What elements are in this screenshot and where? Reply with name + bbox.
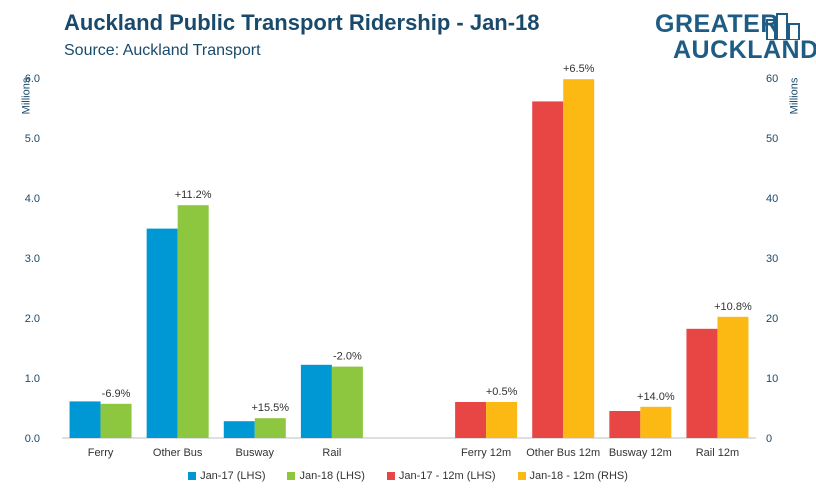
y-tick-left-label: 3.0 — [25, 253, 40, 265]
bar — [331, 366, 363, 438]
y-tick-left-label: 4.0 — [25, 193, 40, 205]
x-tick-label: Ferry — [88, 447, 114, 459]
bar-data-label: +14.0% — [637, 391, 675, 403]
legend-label: Jan-17 - 12m (LHS) — [398, 470, 496, 482]
chart-title: Auckland Public Transport Ridership - Ja… — [64, 10, 540, 35]
legend-swatch — [287, 472, 296, 480]
legend-item: Jan-17 - 12m (LHS) — [386, 470, 496, 482]
legend-item: Jan-18 (LHS) — [287, 470, 365, 482]
x-tick-label: Busway 12m — [609, 447, 672, 459]
bar — [300, 364, 332, 438]
bar-data-label: +0.5% — [486, 386, 518, 398]
y-tick-left-label: 6.0 — [25, 73, 40, 85]
bar — [223, 421, 255, 438]
bar-data-label: -2.0% — [333, 351, 362, 363]
greater-auckland-logo: GREATER AUCKLAND — [655, 10, 816, 65]
bar — [563, 79, 595, 438]
bar-data-label: -6.9% — [102, 388, 131, 400]
legend-item: Jan-17 (LHS) — [188, 470, 265, 482]
legend-swatch — [386, 472, 395, 480]
bar — [177, 205, 209, 438]
y-tick-left-label: 0.0 — [25, 433, 40, 445]
x-tick-label: Ferry 12m — [461, 447, 511, 459]
y-tick-right-label: 30 — [766, 253, 778, 265]
bar — [640, 406, 672, 438]
y-tick-right-label: 10 — [766, 373, 778, 385]
x-tick-label: Rail — [322, 447, 341, 459]
bar — [146, 228, 178, 438]
legend-label: Jan-18 (LHS) — [299, 470, 365, 482]
bar — [717, 316, 749, 438]
bar — [486, 402, 518, 438]
logo-line1: GREATER — [655, 10, 779, 38]
y-tick-left-label: 2.0 — [25, 313, 40, 325]
bar — [455, 402, 487, 438]
y-tick-left-label: 1.0 — [25, 373, 40, 385]
logo-line2: AUCKLAND — [673, 36, 816, 64]
y-tick-right-label: 0 — [766, 433, 772, 445]
bar — [686, 328, 718, 438]
bar — [609, 411, 641, 438]
bar — [254, 418, 286, 438]
chart-subtitle: Source: Auckland Transport — [64, 42, 261, 59]
y-tick-right-label: 50 — [766, 133, 778, 145]
chart-legend: Jan-17 (LHS) Jan-18 (LHS) Jan-17 - 12m (LH… — [0, 470, 816, 482]
x-tick-label: Other Bus 12m — [526, 447, 600, 459]
bar-data-label: +6.5% — [563, 63, 595, 75]
y-tick-left-label: 5.0 — [25, 133, 40, 145]
x-tick-label: Rail 12m — [696, 447, 739, 459]
x-tick-label: Busway — [236, 447, 275, 459]
legend-swatch — [517, 472, 526, 480]
bar-data-label: +15.5% — [251, 402, 289, 414]
legend-item: Jan-18 - 12m (RHS) — [517, 470, 628, 482]
y-tick-right-label: 20 — [766, 313, 778, 325]
x-tick-label: Other Bus — [153, 447, 203, 459]
legend-swatch — [188, 472, 197, 480]
legend-label: Jan-18 - 12m (RHS) — [529, 470, 628, 482]
y-tick-right-label: 60 — [766, 73, 778, 85]
city-skyline-icon — [766, 13, 800, 40]
bar — [69, 401, 101, 438]
y-tick-right-label: 40 — [766, 193, 778, 205]
bar — [100, 403, 132, 438]
bar — [532, 101, 564, 439]
legend-label: Jan-17 (LHS) — [200, 470, 266, 482]
bar-data-label: +10.8% — [714, 301, 752, 313]
bar-data-label: +11.2% — [175, 189, 212, 201]
